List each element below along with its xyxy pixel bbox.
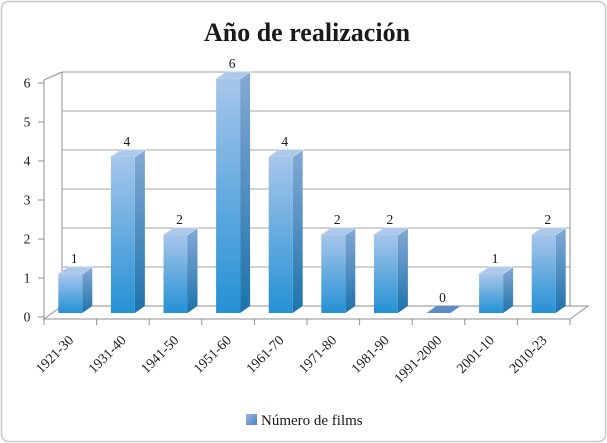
- x-axis-label: 2001-10: [454, 333, 498, 377]
- x-axis-ticks: [43, 319, 571, 325]
- bar-value-label: 0: [439, 290, 446, 305]
- x-axis-label: 1951-60: [191, 333, 235, 377]
- bar-value-label: 4: [281, 134, 288, 149]
- x-axis-label: 1921-30: [34, 333, 78, 377]
- bar-front-face: [216, 79, 241, 313]
- bar-value-label: 1: [71, 251, 78, 266]
- bar-front-face: [163, 235, 188, 313]
- bar-value-label: 1: [492, 251, 499, 266]
- x-axis-label: 1941-50: [139, 333, 183, 377]
- bar-side-face: [240, 72, 251, 313]
- bar-2001-10: 1: [477, 251, 515, 313]
- y-axis-label: 1: [24, 271, 31, 286]
- y-axis-label: 6: [24, 76, 31, 91]
- bar-1931-40: 4: [109, 134, 147, 313]
- bar-front-face: [479, 274, 504, 313]
- bar-1961-70: 4: [267, 134, 304, 313]
- x-axis-label: 1971-80: [297, 333, 341, 377]
- bar-2010-23: 2: [530, 212, 567, 313]
- legend-label: Número de films: [261, 413, 363, 429]
- bar-front-face: [531, 235, 556, 313]
- bar-side-face: [397, 228, 408, 313]
- bar-1981-90: 2: [372, 212, 410, 313]
- y-axis-label: 5: [24, 115, 31, 130]
- legend-marker-icon: [246, 414, 257, 425]
- bar-value-label: 2: [387, 212, 394, 227]
- bar-zero-marker: [426, 306, 461, 313]
- bar-front-face: [321, 235, 346, 313]
- bar-1971-80: 2: [320, 212, 357, 313]
- bar-side-face: [345, 228, 356, 313]
- bar-1921-30: 1: [57, 251, 94, 313]
- bar-1991-2000: 0: [426, 290, 461, 313]
- x-axis-label: 1981-90: [349, 333, 393, 377]
- bar-front-face: [58, 274, 83, 313]
- bar-side-face: [503, 267, 514, 313]
- bar-side-face: [134, 150, 145, 313]
- bar-side-face: [187, 228, 198, 313]
- axis-depth-connector: [43, 71, 63, 81]
- plot-area: 0 1 2 3 4 5 6 1 1921-30 4 1931-40 2 1941-50 6 1951-60 4…: [24, 56, 590, 387]
- chart-title: Año de realización: [204, 18, 411, 47]
- bar-side-face: [82, 267, 93, 313]
- bar-value-label: 2: [176, 212, 183, 227]
- bar-1941-50: 2: [162, 212, 199, 313]
- bar-side-face: [555, 228, 566, 313]
- x-axis-label: 1931-40: [86, 333, 130, 377]
- bar-side-face: [292, 150, 303, 313]
- bar-value-label: 4: [124, 134, 131, 149]
- chart-legend: Número de films: [246, 413, 363, 429]
- bar-value-label: 6: [229, 56, 236, 71]
- x-axis-label: 1961-70: [244, 333, 288, 377]
- bar-value-label: 2: [544, 212, 551, 227]
- y-axis-label: 0: [24, 310, 31, 325]
- y-axis-label: 3: [24, 193, 31, 208]
- x-axis-label: 1991-2000: [392, 333, 446, 387]
- y-axis-label: 2: [24, 232, 31, 247]
- x-axis-label: 2010-23: [507, 333, 551, 377]
- bar-1951-60: 6: [214, 56, 252, 313]
- bar-value-label: 2: [334, 212, 341, 227]
- y-axis: 0 1 2 3 4 5 6: [24, 76, 44, 325]
- bar-front-face: [268, 157, 293, 313]
- bar-front-face: [373, 235, 398, 313]
- y-axis-label: 4: [24, 154, 31, 169]
- bar-front-face: [110, 157, 135, 313]
